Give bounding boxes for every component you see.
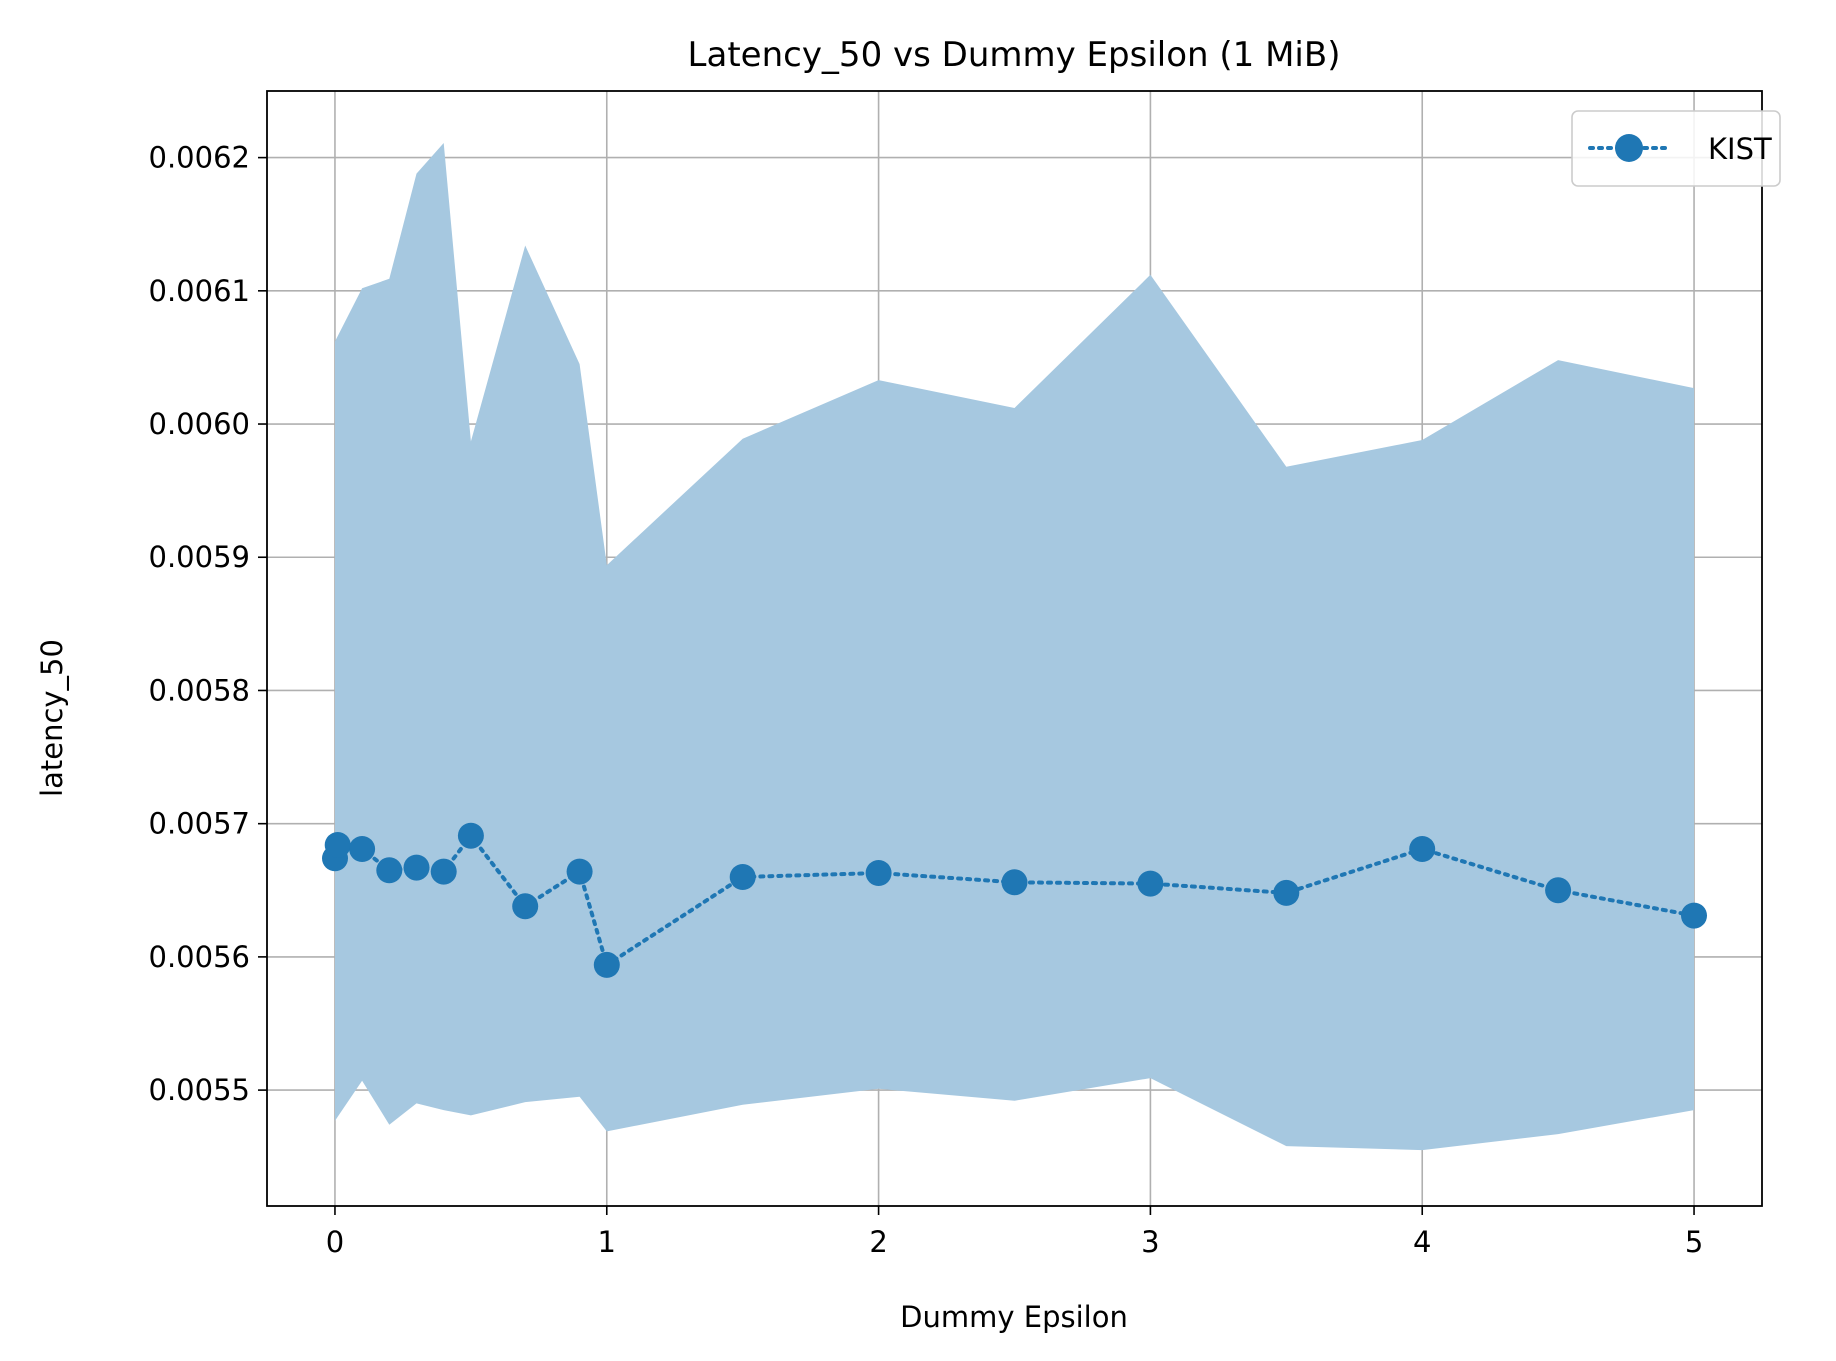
x-tick-label: 5 xyxy=(1685,1225,1703,1259)
confidence-band xyxy=(335,143,1694,1151)
data-point xyxy=(457,822,484,849)
legend: KIST xyxy=(1571,110,1781,187)
y-axis-label: latency_50 xyxy=(35,639,69,797)
y-tick-label: 0.0060 xyxy=(149,407,250,441)
y-tick-label: 0.0055 xyxy=(149,1073,250,1107)
y-tick-label: 0.0058 xyxy=(149,673,250,707)
data-point xyxy=(430,858,457,885)
y-axis-ticks: 0.0055 0.0056 0.0057 0.0058 0.0059 0.0060 0.00… xyxy=(149,141,267,1107)
data-point xyxy=(1545,877,1572,904)
data-point xyxy=(1273,879,1300,906)
data-point xyxy=(1137,870,1164,897)
chart-title: Latency_50 vs Dummy Epsilon (1 MiB) xyxy=(688,35,1341,75)
axes-frame xyxy=(266,90,1763,1207)
data-point xyxy=(593,951,620,978)
legend-marker-kist xyxy=(1615,134,1643,162)
y-tick-label: 0.0057 xyxy=(149,807,250,841)
data-point xyxy=(1681,902,1707,929)
x-axis-ticks: 0 1 2 3 4 5 xyxy=(326,1206,1703,1259)
y-tick-label: 0.0062 xyxy=(149,141,250,175)
x-tick-label: 2 xyxy=(869,1225,887,1259)
data-point xyxy=(1001,869,1028,896)
series-markers xyxy=(322,822,1707,978)
x-tick-label: 3 xyxy=(1141,1225,1159,1259)
x-tick-label: 1 xyxy=(598,1225,616,1259)
data-point xyxy=(1409,836,1436,862)
data-point xyxy=(376,857,403,884)
x-tick-label: 4 xyxy=(1413,1225,1431,1259)
band-kist xyxy=(335,143,1694,1151)
x-axis-label: Dummy Epsilon xyxy=(900,1300,1128,1334)
y-tick-label: 0.0061 xyxy=(149,274,250,308)
data-point xyxy=(865,860,892,886)
y-tick-label: 0.0056 xyxy=(149,940,250,974)
data-point xyxy=(324,832,351,858)
y-tick-label: 0.0059 xyxy=(149,540,250,574)
data-point xyxy=(403,854,430,881)
data-point xyxy=(729,864,756,890)
data-point xyxy=(349,836,376,862)
legend-frame xyxy=(1571,110,1781,187)
data-point xyxy=(512,893,539,920)
data-point xyxy=(566,858,593,885)
x-tick-label: 0 xyxy=(326,1225,344,1259)
legend-label-kist: KIST xyxy=(1708,132,1772,166)
